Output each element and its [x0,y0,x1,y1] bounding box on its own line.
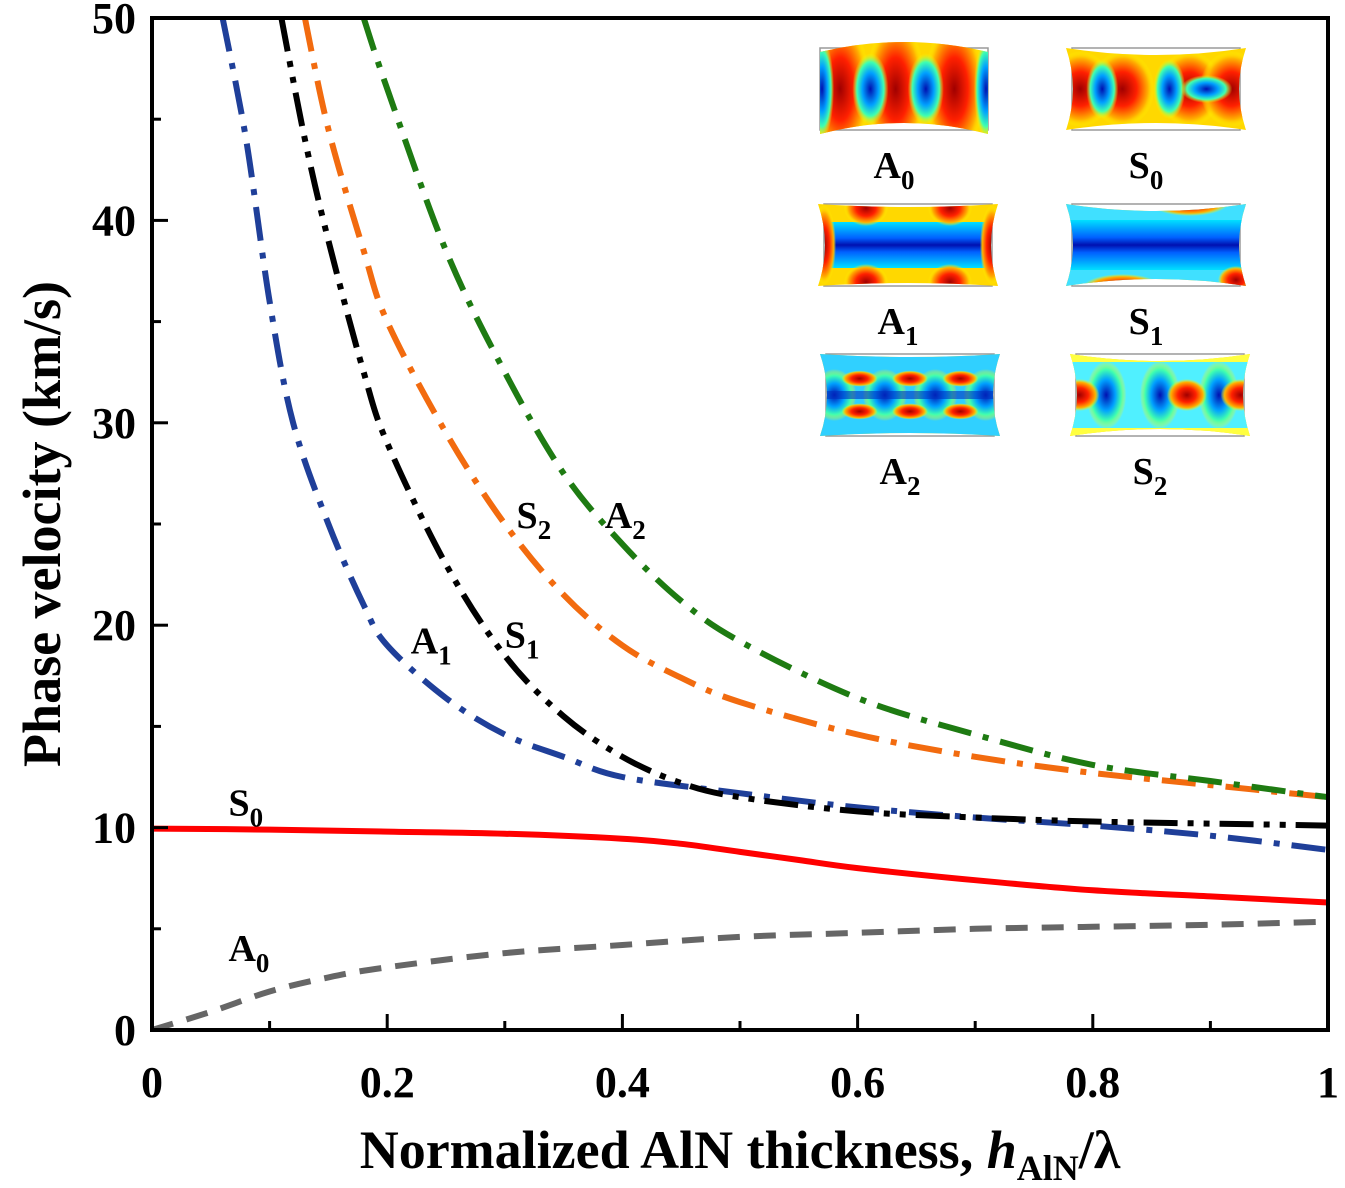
series-A1-line [219,18,1328,853]
mode-shape-field [1066,48,1246,130]
x-axis-label: Normalized AlN thickness, hAlN/λ [360,1120,1121,1183]
x-tick-label: 0.6 [830,1058,885,1107]
inset-label-S1: S1 [1129,301,1164,351]
mode-shape-inset-A0: A0 [819,42,989,195]
x-tick-label: 0.4 [595,1058,650,1107]
inset-frame [1075,353,1245,437]
mode-shape-field [820,354,1000,436]
inset-frame [1071,47,1241,131]
mode-shape-field [1066,204,1246,286]
x-tick-label: 0.8 [1065,1058,1120,1107]
y-tick-label: 50 [92,0,136,43]
curve-label-A0: A0 [228,928,269,978]
curve-label-S1: S1 [505,614,540,664]
curve-label-S2: S2 [517,495,552,545]
series-A0-line [152,918,1328,1030]
mode-shape-field [1070,354,1250,436]
mode-shape-inset-S2: S2 [1070,353,1250,501]
x-tick-label: 0 [141,1058,163,1107]
y-tick-label: 0 [114,1006,136,1055]
series-A2-line [360,18,1328,801]
inset-frame [1071,203,1241,287]
inset-label-A0: A0 [874,145,915,195]
y-tick-label: 40 [92,196,136,245]
mode-shape-inset-S1: S1 [1066,203,1246,351]
curve-label-S0: S0 [228,782,263,832]
inset-label-A1: A1 [878,301,919,351]
y-tick-label: 10 [92,804,136,853]
mode-shape-inset-S0: S0 [1066,47,1246,195]
series-S0-line [152,825,1328,906]
series-S1-line [278,18,1328,829]
inset-label-S2: S2 [1133,451,1168,501]
mode-shape-inset-A2: A2 [820,353,1000,501]
x-tick-label: 0.2 [360,1058,415,1107]
inset-label-S0: S0 [1129,145,1164,195]
mode-shape-inset-A1: A1 [818,203,998,351]
x-tick-label: 1 [1317,1058,1339,1107]
y-tick-label: 20 [92,601,136,650]
series-S2-line [301,18,1328,801]
inset-frame [823,203,993,287]
inset-label-A2: A2 [880,451,921,501]
mode-shape-field [820,42,988,134]
y-tick-label: 30 [92,399,136,448]
inset-frame [825,353,995,437]
mode-shape-field [818,204,998,286]
y-axis-label: Phase velocity (km/s) [12,281,72,767]
curve-label-A1: A1 [411,621,452,671]
curve-label-A2: A2 [605,495,646,545]
